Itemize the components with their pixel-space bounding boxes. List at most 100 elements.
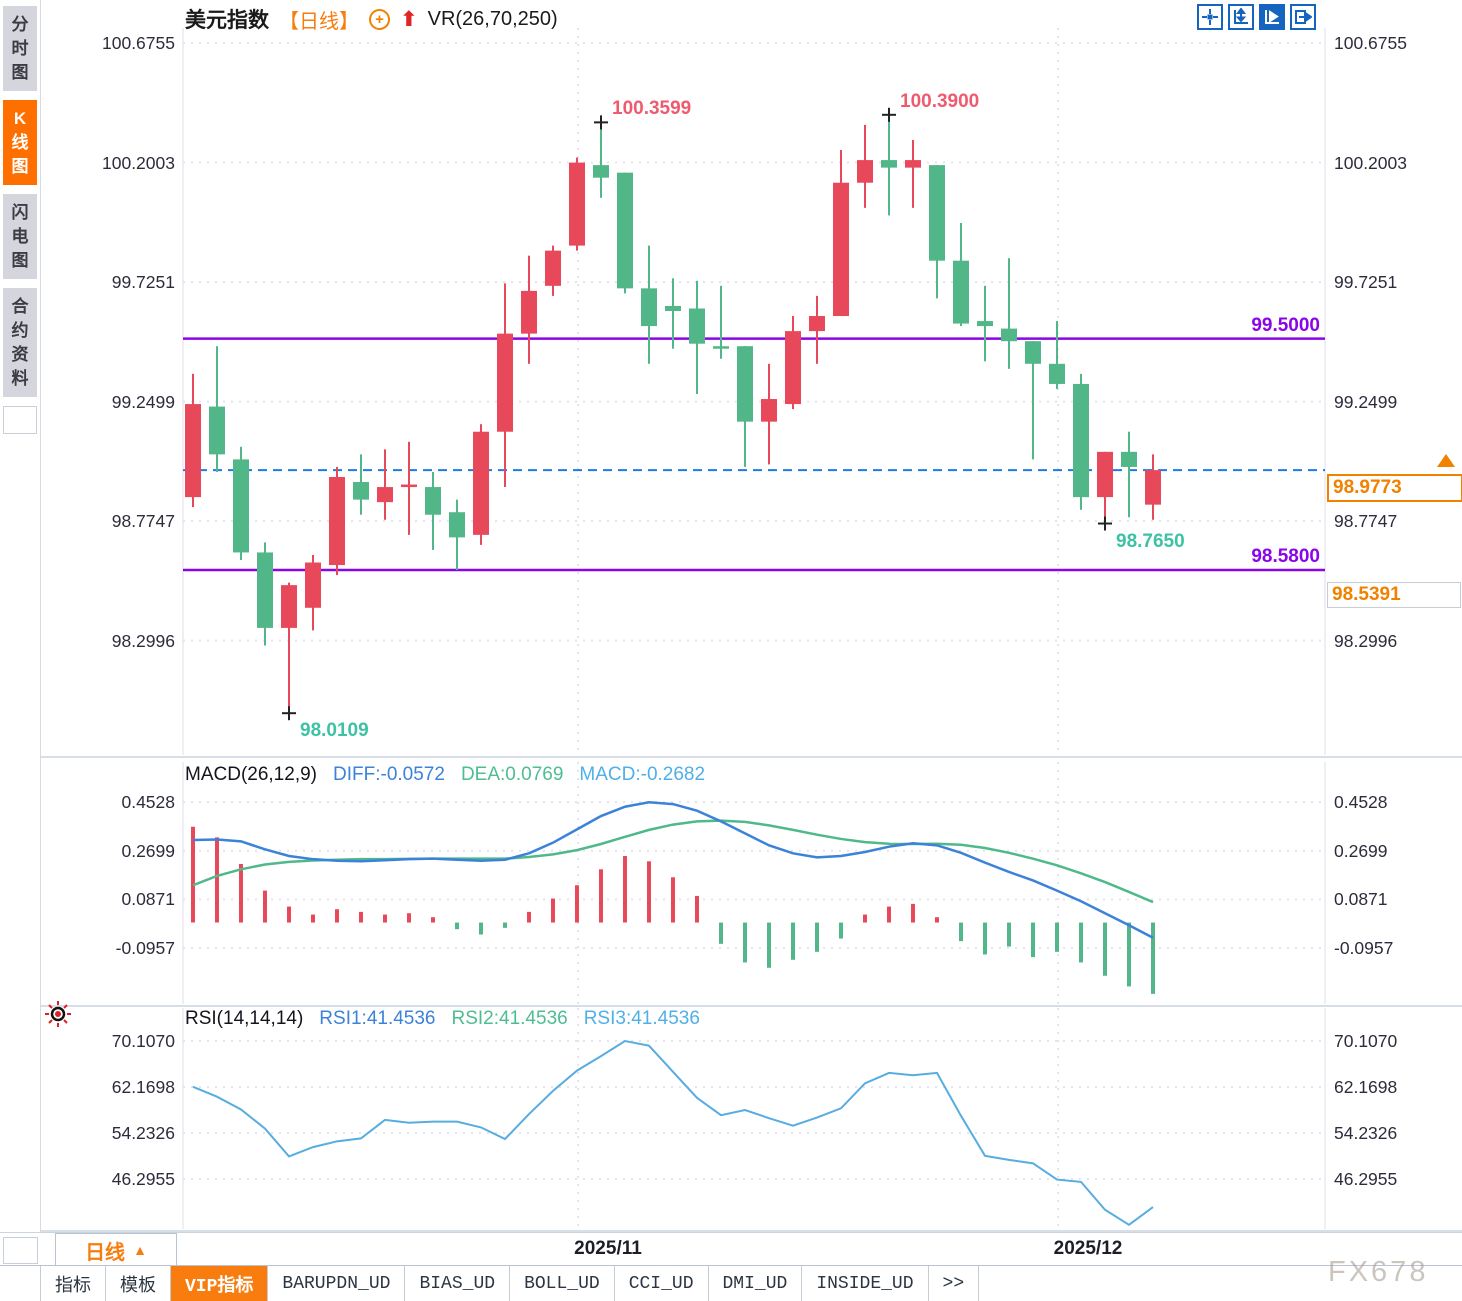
main-y-tick: 98.2996 xyxy=(111,630,175,651)
macd-y-tick: 0.4528 xyxy=(121,792,175,812)
rsi3-value: RSI3:41.4536 xyxy=(583,1008,700,1029)
alert-price-flag: 98.5391 xyxy=(1327,582,1461,609)
sidebar-item-char: 约 xyxy=(11,321,29,340)
up-arrow-icon: ⬆ xyxy=(400,7,418,31)
macd-value: MACD:-0.2682 xyxy=(579,764,706,785)
sidebar-item-char: 图 xyxy=(11,251,29,270)
macd-diff-value: DIFF:-0.0572 xyxy=(333,764,445,785)
tab-9[interactable]: INSIDE_UD xyxy=(802,1266,929,1301)
tab-6[interactable]: BOLL_UD xyxy=(510,1266,615,1301)
alert-sun-icon[interactable] xyxy=(44,1000,72,1033)
sidebar-item-1[interactable]: 分时图 xyxy=(3,6,37,91)
x-axis-label-dec: 2025/12 xyxy=(1053,1238,1123,1259)
low-price-label: 98.0109 xyxy=(300,720,369,742)
move-tool-icon[interactable] xyxy=(1197,4,1223,30)
tab-row-corner xyxy=(0,1266,41,1301)
tab-4[interactable]: BARUPDN_UD xyxy=(268,1266,406,1301)
level-label: 99.5000 xyxy=(1251,314,1320,336)
symbol-name: 美元指数 xyxy=(185,9,269,32)
rsi2-value: RSI2:41.4536 xyxy=(451,1008,568,1029)
main-y-tick: 99.2499 xyxy=(111,391,175,412)
macd-y-tick: 0.4528 xyxy=(1334,792,1388,812)
watermark: FX678 xyxy=(1328,1256,1429,1288)
sidebar-item-char: 料 xyxy=(11,369,29,388)
axis-scale-icon[interactable] xyxy=(1228,4,1254,30)
tab-3[interactable]: VIP指标 xyxy=(171,1266,269,1301)
bottom-corner-cell xyxy=(3,1237,38,1264)
chart-toolbar xyxy=(1197,4,1316,30)
main-y-tick: 98.7747 xyxy=(111,511,175,532)
x-axis-label-nov: 2025/11 xyxy=(574,1238,642,1259)
rsi-y-tick: 46.2955 xyxy=(1334,1169,1398,1190)
chart-title-row: 美元指数 【日线】 + ⬆ VR(26,70,250) xyxy=(185,4,558,34)
chevron-up-icon: ▲ xyxy=(133,1242,147,1258)
main-y-tick: 100.2003 xyxy=(1334,152,1407,173)
rsi-y-tick: 70.1070 xyxy=(111,1031,175,1051)
macd-y-tick: -0.0957 xyxy=(115,938,175,958)
macd-y-tick: 0.2699 xyxy=(121,840,175,861)
tab-5[interactable]: BIAS_UD xyxy=(405,1266,511,1301)
sidebar-item-char: 资 xyxy=(11,345,29,364)
period-tag: 【日线】 xyxy=(279,10,359,33)
current-price-flag: 98.9773 xyxy=(1327,474,1462,503)
main-y-tick: 98.2996 xyxy=(1334,630,1398,651)
macd-header: MACD(26,12,9) DIFF:-0.0572 DEA:0.0769 MA… xyxy=(185,764,705,786)
sidebar-item-char: 闪 xyxy=(11,203,29,222)
high-price-label: 100.3900 xyxy=(900,90,980,112)
sidebar-empty-box xyxy=(3,406,37,434)
sidebar-item-char: 线 xyxy=(11,133,29,152)
main-y-tick: 100.2003 xyxy=(102,152,175,173)
rsi-y-tick: 54.2326 xyxy=(1334,1123,1398,1144)
sidebar-item-char: 分 xyxy=(11,15,29,34)
macd-y-tick: 0.0871 xyxy=(1334,889,1388,910)
sidebar-item-char: 合 xyxy=(11,297,29,316)
sidebar-item-char: 图 xyxy=(11,63,29,82)
macd-y-tick: 0.0871 xyxy=(121,889,175,910)
indicator-tab-bar: 指标 模板 VIP指标 BARUPDN_UD BIAS_UD BOLL_UD CCI_UD D… xyxy=(0,1265,1462,1301)
period-selector[interactable]: 日线 ▲ xyxy=(55,1233,177,1267)
tab-1[interactable]: 指标 xyxy=(41,1266,106,1301)
tab-8[interactable]: DMI_UD xyxy=(708,1266,803,1301)
sidebar-item-3[interactable]: 闪电图 xyxy=(3,194,37,279)
high-price-label: 100.3599 xyxy=(612,98,692,120)
rsi-y-tick: 54.2326 xyxy=(111,1123,175,1144)
add-indicator-icon[interactable]: + xyxy=(369,8,390,30)
rsi-y-tick: 46.2955 xyxy=(111,1169,175,1190)
auto-fit-icon[interactable] xyxy=(1259,4,1285,30)
indicator-name: VR(26,70,250) xyxy=(427,7,558,30)
period-label: 日线 xyxy=(85,1241,126,1264)
rsi-y-tick: 62.1698 xyxy=(1334,1077,1398,1097)
rsi-name: RSI(14,14,14) xyxy=(185,1008,304,1029)
main-y-tick: 99.7251 xyxy=(111,272,175,293)
level-label: 98.5800 xyxy=(1251,546,1320,568)
main-y-tick: 99.7251 xyxy=(1334,272,1398,293)
tab-10[interactable]: >> xyxy=(928,1266,980,1301)
rsi1-value: RSI1:41.4536 xyxy=(319,1008,436,1029)
date-row: 日线 ▲ 2025/11 2025/12 xyxy=(0,1232,1462,1267)
main-y-tick: 100.6755 xyxy=(102,33,175,53)
macd-dea-value: DEA:0.0769 xyxy=(460,764,564,785)
sidebar-item-char: 时 xyxy=(11,39,29,58)
macd-y-tick: -0.0957 xyxy=(1334,938,1394,958)
macd-name: MACD(26,12,9) xyxy=(185,764,317,785)
tab-7[interactable]: CCI_UD xyxy=(614,1266,709,1301)
main-y-tick: 100.6755 xyxy=(1334,33,1407,53)
main-y-tick: 98.7747 xyxy=(1334,511,1398,532)
sidebar-item-char: 图 xyxy=(11,157,29,176)
sidebar-item-char: 电 xyxy=(11,227,29,246)
rsi-header: RSI(14,14,14) RSI1:41.4536 RSI2:41.4536 … xyxy=(185,1008,700,1030)
go-right-icon[interactable] xyxy=(1290,4,1316,30)
sidebar-item-4[interactable]: 合约资料 xyxy=(3,288,37,397)
go-to-latest-icon[interactable] xyxy=(1437,454,1455,468)
sidebar-item-char: K xyxy=(13,109,27,128)
rsi-y-tick: 62.1698 xyxy=(111,1077,175,1097)
tab-2[interactable]: 模板 xyxy=(106,1266,171,1301)
low-price-label: 98.7650 xyxy=(1116,530,1185,552)
macd-y-tick: 0.2699 xyxy=(1334,840,1388,861)
main-y-tick: 99.2499 xyxy=(1334,391,1398,412)
rsi-y-tick: 70.1070 xyxy=(1334,1031,1398,1051)
